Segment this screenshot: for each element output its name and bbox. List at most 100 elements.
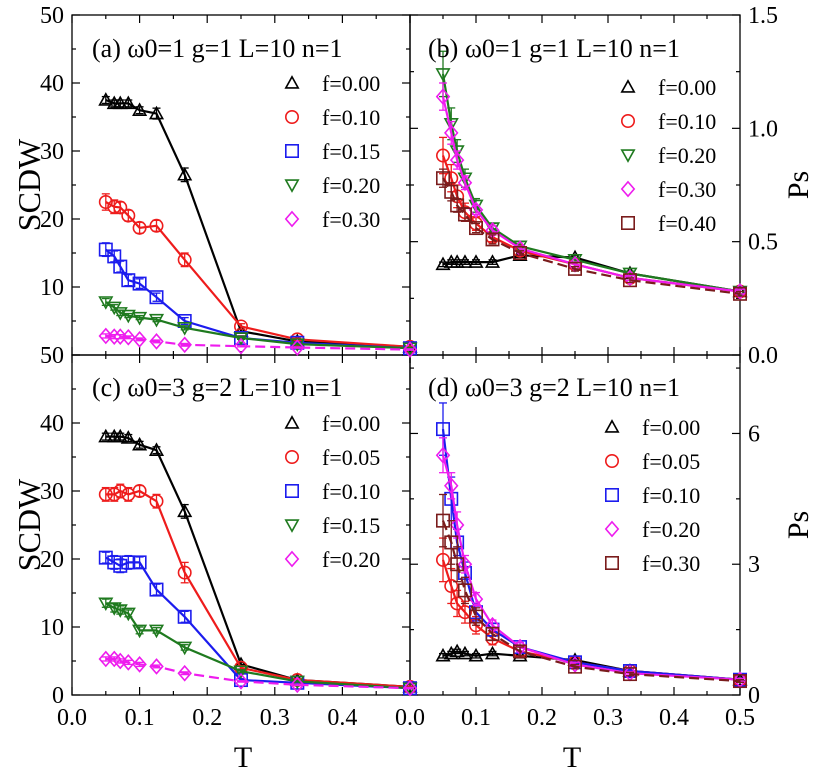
series-line bbox=[105, 556, 411, 690]
legend-label: f=0.10 bbox=[642, 483, 700, 508]
y-tick-label: 10 bbox=[40, 615, 64, 641]
data-point bbox=[112, 428, 128, 443]
data-point bbox=[402, 679, 418, 697]
data-point bbox=[132, 220, 147, 235]
data-point bbox=[468, 254, 484, 268]
data-point bbox=[290, 676, 305, 694]
data-point bbox=[450, 198, 465, 213]
data-point bbox=[457, 605, 472, 620]
data-point bbox=[468, 647, 484, 662]
data-point bbox=[98, 550, 113, 565]
data-point bbox=[622, 667, 637, 682]
legend-marker bbox=[284, 519, 300, 533]
data-point bbox=[732, 283, 748, 300]
data-point bbox=[177, 336, 192, 354]
data-point bbox=[148, 624, 165, 639]
legend-label: f=0.20 bbox=[642, 517, 700, 542]
data-point bbox=[177, 565, 192, 580]
legend-label: f=0.30 bbox=[642, 551, 700, 576]
panel-a-series-1 bbox=[98, 193, 417, 354]
legend-label: f=0.30 bbox=[322, 207, 380, 232]
legend-label: f=0.40 bbox=[658, 211, 716, 236]
data-point bbox=[120, 95, 136, 110]
data-point bbox=[435, 446, 451, 464]
legend-marker bbox=[604, 555, 619, 570]
data-point bbox=[113, 259, 128, 274]
data-point bbox=[468, 221, 483, 236]
legend-label: f=0.20 bbox=[322, 173, 380, 198]
panel-c-legend: f=0.00 f=0.05 f=0.10 f=0.15 f=0.20 bbox=[284, 411, 380, 572]
data-point bbox=[435, 422, 450, 437]
data-point bbox=[449, 151, 465, 169]
data-point bbox=[457, 645, 473, 660]
y-tick-label: 40 bbox=[40, 411, 64, 437]
series-line bbox=[105, 201, 411, 348]
data-point bbox=[402, 341, 418, 358]
data-point bbox=[457, 174, 473, 192]
y-tick-label: 20 bbox=[40, 207, 64, 233]
y-tick-label: 30 bbox=[40, 479, 64, 505]
data-point bbox=[149, 333, 164, 350]
panel-c-series-1 bbox=[98, 483, 417, 694]
data-point bbox=[732, 286, 747, 301]
data-point bbox=[132, 555, 147, 570]
data-point bbox=[132, 483, 147, 498]
x-tick-label: 0.1 bbox=[461, 705, 491, 731]
data-point bbox=[132, 331, 147, 348]
data-point bbox=[484, 254, 501, 268]
legend-marker bbox=[284, 75, 300, 89]
legend-label: f=0.00 bbox=[322, 71, 380, 96]
data-point bbox=[457, 555, 473, 573]
y-tick-label: 30 bbox=[40, 139, 64, 165]
x-tick-label: 0.3 bbox=[260, 705, 290, 731]
data-point bbox=[148, 313, 165, 328]
data-point bbox=[98, 195, 113, 210]
data-point bbox=[449, 643, 465, 658]
data-point bbox=[435, 68, 451, 82]
data-point bbox=[113, 483, 128, 498]
legend-marker bbox=[604, 453, 619, 468]
data-point bbox=[113, 200, 128, 215]
data-point bbox=[435, 88, 451, 105]
panel-d-legend: f=0.00 f=0.05 f=0.10 f=0.20 f=0.30 bbox=[604, 415, 700, 576]
series-line bbox=[441, 520, 741, 683]
data-point bbox=[149, 582, 164, 597]
data-point bbox=[233, 332, 249, 346]
data-point bbox=[443, 477, 459, 495]
data-point bbox=[233, 337, 249, 355]
data-point bbox=[567, 659, 582, 674]
panel-c-title: (c) ω0=3 g=2 L=10 n=1 bbox=[92, 373, 343, 402]
data-point bbox=[98, 487, 113, 502]
data-point bbox=[98, 428, 114, 443]
data-point bbox=[121, 555, 136, 570]
panel-c-ylabel: SCDW bbox=[11, 478, 47, 571]
panel-d-series-2 bbox=[435, 402, 747, 687]
panel-b-series-3 bbox=[435, 82, 748, 300]
y-tick-label: 3 bbox=[748, 552, 760, 578]
x-tick-label: 0.0 bbox=[395, 705, 425, 731]
data-point bbox=[233, 665, 249, 680]
data-point bbox=[132, 102, 148, 116]
data-point bbox=[149, 494, 164, 509]
data-point bbox=[513, 246, 528, 261]
x-tick-label: 0.0 bbox=[57, 705, 87, 731]
data-point bbox=[132, 656, 147, 673]
plot-layer bbox=[98, 50, 748, 697]
y-tick-label: 6 bbox=[748, 421, 760, 447]
panel-c-series-3 bbox=[98, 597, 418, 697]
legend-marker bbox=[604, 487, 619, 502]
data-point bbox=[106, 602, 122, 616]
panel-b-legend: f=0.00 f=0.10 f=0.20 f=0.30 f=0.40 bbox=[620, 75, 716, 236]
data-point bbox=[457, 583, 472, 598]
panel-b-ylabel: Ps bbox=[782, 171, 815, 199]
data-point bbox=[290, 339, 305, 356]
legend-marker bbox=[284, 415, 300, 429]
x-tick-label: 0.4 bbox=[327, 705, 357, 731]
y-tick-label: 0.0 bbox=[748, 343, 778, 369]
panel-c-series-2 bbox=[98, 550, 417, 696]
data-point bbox=[132, 311, 148, 326]
data-point bbox=[513, 644, 528, 659]
data-point bbox=[484, 645, 501, 660]
legend-label: f=0.15 bbox=[322, 139, 380, 164]
